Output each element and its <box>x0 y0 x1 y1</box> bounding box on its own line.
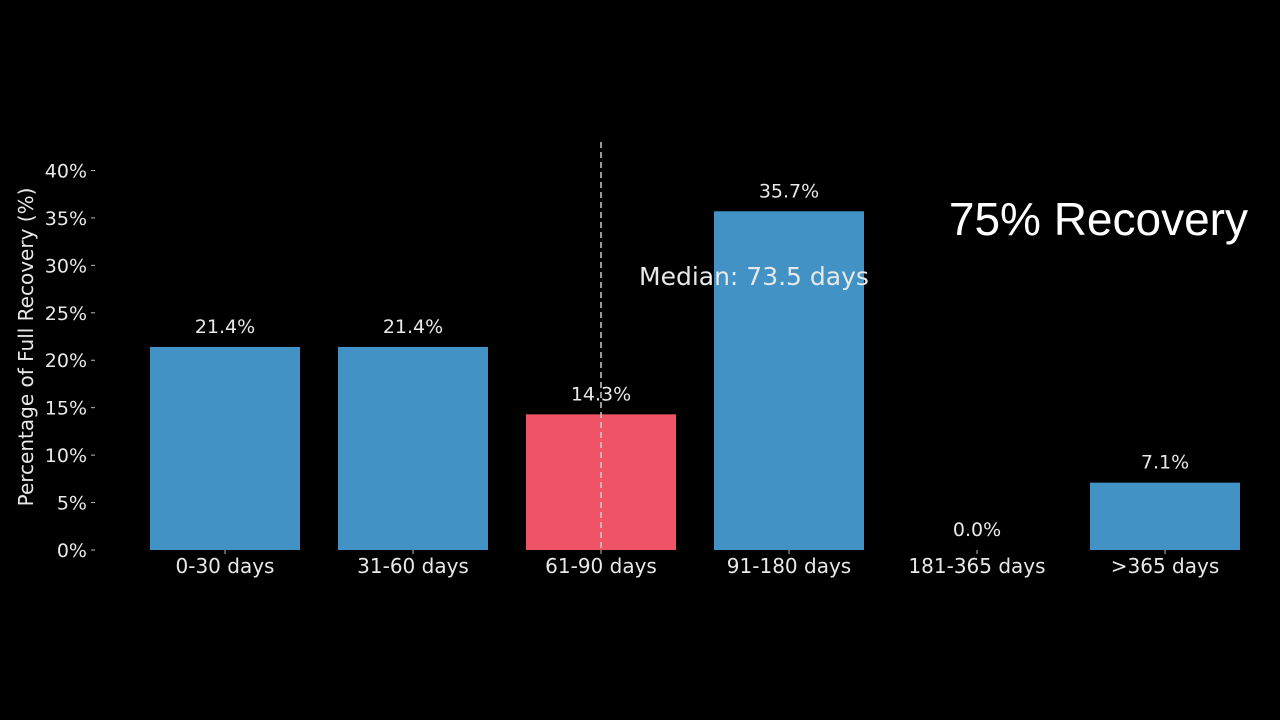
y-tick-label: 25% <box>45 303 87 325</box>
y-tick-label: 30% <box>45 255 87 277</box>
x-tick-label: 61-90 days <box>545 554 657 578</box>
x-tick-label: 181-365 days <box>908 554 1045 578</box>
y-tick-label: 35% <box>45 208 87 230</box>
bar <box>714 211 864 550</box>
y-tick-label: 0% <box>57 540 87 562</box>
value-label: 21.4% <box>383 316 443 338</box>
value-label: 21.4% <box>195 316 255 338</box>
y-axis: 0% 5% 10% 15% 20% 25% 30% 35% 40% <box>45 160 95 562</box>
y-tick-label: 20% <box>45 350 87 372</box>
y-tick-label: 40% <box>45 160 87 182</box>
x-tick-label: 91-180 days <box>727 554 851 578</box>
y-tick-label: 5% <box>57 493 87 515</box>
bar <box>1090 482 1240 550</box>
median-label: Median: 73.5 days <box>639 262 869 291</box>
slide-title: 75% Recovery <box>948 193 1248 245</box>
x-tick-label: >365 days <box>1111 554 1220 578</box>
bar <box>150 346 300 550</box>
x-tick-label: 31-60 days <box>357 554 469 578</box>
y-axis-title: Percentage of Full Recovery (%) <box>14 188 38 507</box>
value-label: 35.7% <box>759 180 819 202</box>
value-label: 0.0% <box>953 519 1001 541</box>
x-axis: 0-30 days 31-60 days 61-90 days 91-180 days… <box>176 550 1220 578</box>
bar <box>338 346 488 550</box>
x-tick-label: 0-30 days <box>176 554 275 578</box>
bars <box>150 211 1240 550</box>
y-tick-label: 15% <box>45 398 87 420</box>
value-label: 7.1% <box>1141 452 1189 474</box>
y-tick-label: 10% <box>45 445 87 467</box>
